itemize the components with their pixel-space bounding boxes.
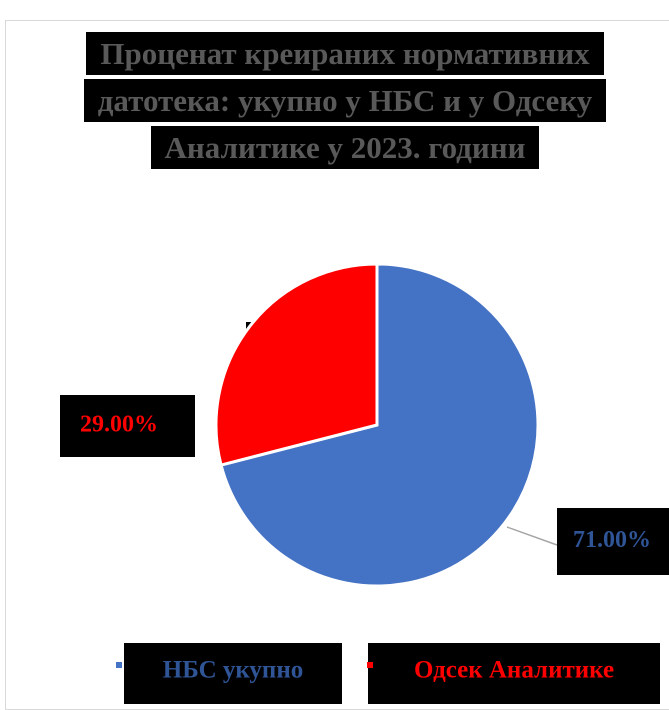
chart-title: Проценат креираних нормативних датотека:… xyxy=(83,32,607,169)
label-background xyxy=(60,395,195,457)
legend-label: НБС укупно xyxy=(163,657,303,684)
data-label: 71.00% xyxy=(573,527,651,553)
legend-background xyxy=(124,643,342,704)
data-label: 29.00% xyxy=(80,412,158,438)
pie-slice xyxy=(219,262,540,588)
label-background xyxy=(557,508,669,575)
legend-swatch xyxy=(116,662,122,668)
legend-label: Одсек Аналитике xyxy=(414,657,614,684)
legend-swatch xyxy=(367,662,373,668)
leader-line xyxy=(506,526,558,546)
pie-slice xyxy=(214,262,379,467)
legend-background xyxy=(368,643,660,704)
chart-title-box: Проценат креираних нормативних датотека:… xyxy=(60,30,630,171)
